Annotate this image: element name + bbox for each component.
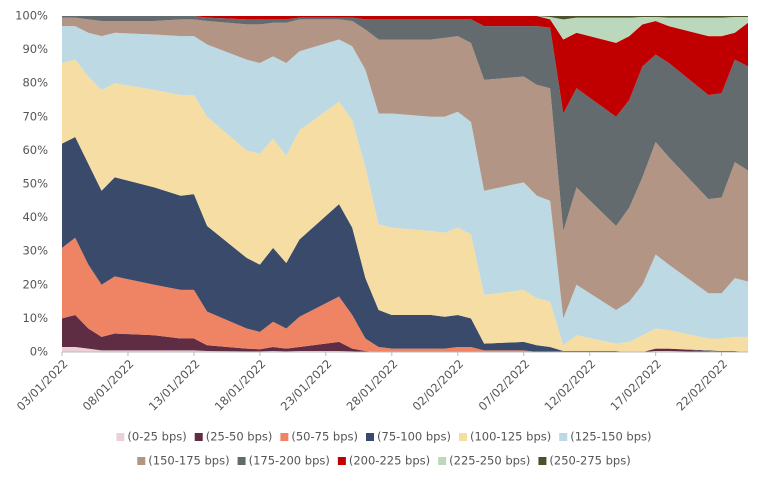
legend-item: (75-100 bps) <box>366 430 451 444</box>
legend-label: (0-25 bps) <box>127 430 186 444</box>
area <box>62 26 748 346</box>
area <box>62 346 748 352</box>
y-tick-label: 100% <box>15 9 48 23</box>
x-tick-label: 02/02/2022 <box>410 357 467 414</box>
area <box>62 16 748 117</box>
legend-label: (25-50 bps) <box>206 430 273 444</box>
x-tick-label: 13/01/2022 <box>146 357 203 414</box>
legend-label: (250-275 bps) <box>549 454 630 468</box>
legend-label: (50-75 bps) <box>291 430 358 444</box>
legend-swatch <box>337 457 346 465</box>
x-tick-label: 22/02/2022 <box>673 357 730 414</box>
legend-item: (0-25 bps) <box>116 430 187 444</box>
legend-swatch <box>237 457 246 465</box>
legend-swatch <box>559 433 568 441</box>
legend-row: (0-25 bps) (25-50 bps) (50-75 bps) (75-100 … <box>116 430 652 444</box>
legend-swatch <box>116 433 125 441</box>
area <box>62 16 748 43</box>
y-tick-label: 10% <box>22 311 48 325</box>
legend-label: (200-225 bps) <box>349 454 430 468</box>
legend-item: (125-150 bps) <box>559 430 652 444</box>
y-tick-label: 90% <box>22 42 48 56</box>
legend-swatch <box>280 433 289 441</box>
legend-swatch <box>137 457 146 465</box>
y-tick-label: 80% <box>22 76 48 90</box>
legend-swatch <box>438 457 447 465</box>
y-tick-label: 30% <box>22 244 48 258</box>
area <box>62 17 748 319</box>
legend-swatch <box>538 457 547 465</box>
area <box>62 237 748 352</box>
legend-swatch <box>194 433 203 441</box>
legend-item: (100-125 bps) <box>458 430 551 444</box>
area <box>62 16 748 232</box>
legend-item: (250-275 bps) <box>538 454 631 468</box>
legend-swatch <box>366 433 375 441</box>
legend-label: (125-150 bps) <box>570 430 651 444</box>
area <box>62 16 748 20</box>
legend-item: (225-250 bps) <box>438 454 530 468</box>
x-tick-label: 07/02/2022 <box>476 357 533 414</box>
x-tick-label: 03/01/2022 <box>14 357 71 414</box>
legend-item: (175-200 bps) <box>237 454 330 468</box>
x-tick-label: 12/02/2022 <box>542 357 599 414</box>
area <box>62 315 748 352</box>
x-tick-label: 08/01/2022 <box>80 357 137 414</box>
legend-item: (150-175 bps) <box>137 454 230 468</box>
legend-item: (200-225 bps) <box>337 454 430 468</box>
legend-label: (225-250 bps) <box>449 454 530 468</box>
legend-swatch <box>458 433 467 441</box>
x-tick-label: 28/01/2022 <box>344 357 401 414</box>
x-tick-label: 17/02/2022 <box>607 357 664 414</box>
y-tick-label: 50% <box>22 177 48 191</box>
y-tick-label: 20% <box>22 277 48 291</box>
y-tick-label: 70% <box>22 109 48 123</box>
area <box>62 136 748 352</box>
area <box>62 59 748 353</box>
x-tick-label: 18/01/2022 <box>212 357 269 414</box>
y-tick-label: 60% <box>22 143 48 157</box>
legend-row: (150-175 bps) (175-200 bps) (200-225 bps) (… <box>137 454 631 468</box>
x-tick-label: 23/01/2022 <box>278 357 335 414</box>
legend-label: (175-200 bps) <box>249 454 330 468</box>
legend-item: (25-50 bps) <box>194 430 273 444</box>
legend-item: (50-75 bps) <box>280 430 358 444</box>
y-tick-label: 40% <box>22 210 48 224</box>
legend-label: (150-175 bps) <box>148 454 229 468</box>
legend-label: (75-100 bps) <box>377 430 451 444</box>
y-tick-label: 0% <box>30 345 48 359</box>
legend-label: (100-125 bps) <box>470 430 551 444</box>
